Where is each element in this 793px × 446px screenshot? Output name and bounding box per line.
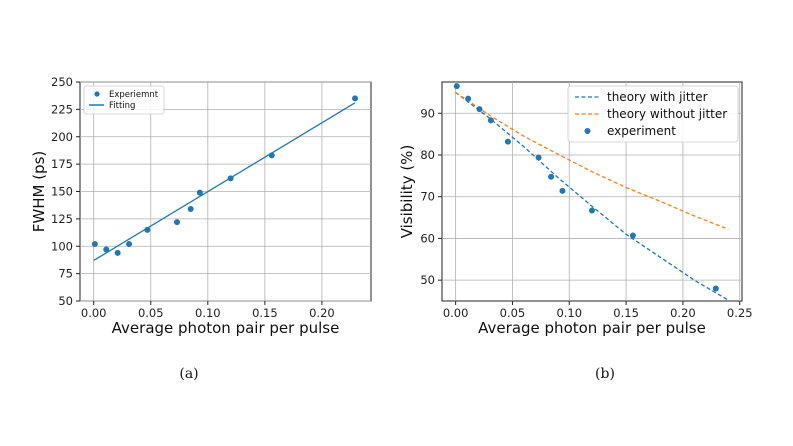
panel-a-x-tick-label: 0.10	[195, 306, 221, 320]
panel-b-visibility-chart: 0.00 0.05 0.10 0.15 0.20 0.25 50 60 70 80 90 theor…	[398, 81, 753, 382]
panel-a-x-tick-label: 0.05	[138, 306, 164, 320]
panel-a-x-tick-label: 0.00	[81, 306, 107, 320]
panel-a-point-experiemnt	[174, 219, 180, 226]
panel-b-y-tick-label: 90	[420, 106, 435, 120]
panel-b-caption: (b)	[595, 366, 615, 382]
panel-a-y-tick-label: 50	[58, 294, 73, 308]
panel-b-legend: theory with jitter theory without jitter…	[567, 85, 739, 143]
panel-a-y-tick-label: 200	[51, 130, 73, 144]
panel-a-y-tick-label: 75	[58, 267, 73, 281]
panel-a-legend-label-fitting: Fitting	[109, 101, 135, 111]
panel-a-y-tick-label: 225	[51, 102, 73, 116]
panel-b-y-axis-label: Visibility (%)	[398, 145, 416, 239]
panel-a-caption: (a)	[179, 366, 198, 382]
panel-b-legend-box	[567, 85, 739, 143]
panel-a-ticks: 0.00 0.05 0.10 0.15 0.20 50 75 100 125 150 175 200 2…	[51, 75, 335, 320]
panel-b-x-tick-label: 0.10	[556, 306, 582, 320]
panel-b-point-experiment	[589, 207, 595, 214]
panel-a-legend-marker-experiment	[94, 91, 100, 97]
panel-a-y-tick-label: 175	[51, 157, 73, 171]
panel-b-point-experiment	[559, 187, 566, 194]
panel-b-x-tick-label: 0.25	[727, 306, 753, 320]
panel-a-point-experiemnt	[91, 241, 98, 248]
panel-a-y-axis-label: FWHM (ps)	[30, 151, 48, 233]
panel-a-legend-box	[83, 85, 165, 115]
panel-b-point-experiment	[476, 106, 483, 113]
panel-b-legend-marker-experiment	[584, 128, 591, 134]
panel-b-legend-label-experiment: experiment	[607, 124, 676, 138]
panel-b-point-experiment	[535, 154, 542, 161]
panel-b-point-experiment	[465, 95, 472, 102]
panel-a-point-experiemnt	[187, 206, 194, 213]
panel-a-point-experiemnt	[196, 189, 203, 196]
panel-b-point-experiment	[548, 173, 555, 180]
panel-b-x-axis-label: Average photon pair per pulse	[478, 319, 706, 337]
panel-a-grid	[80, 81, 371, 302]
panel-a-legend: Experiemnt Fitting	[83, 85, 165, 115]
panel-a-fwhm-chart: 0.00 0.05 0.10 0.15 0.20 50 75 100 125 150 175 200 2…	[30, 75, 372, 382]
panel-b-point-experiment	[504, 138, 511, 145]
panel-b-x-tick-label: 0.20	[670, 306, 696, 320]
panel-a-y-tick-label: 125	[51, 212, 73, 226]
panel-b-point-experiment	[487, 117, 494, 124]
panel-a-data-marks	[91, 95, 359, 262]
panel-b-legend-label-theory-without-jitter: theory without jitter	[607, 107, 727, 121]
panel-b-line-theory-with-jitter	[455, 91, 729, 301]
panel-b-y-tick-label: 60	[420, 231, 435, 245]
panel-a-point-experiemnt	[114, 249, 121, 256]
panel-b-y-tick-label: 70	[420, 190, 435, 204]
panel-b-point-experiment	[712, 285, 719, 292]
panel-a-legend-label-experiment: Experiemnt	[109, 90, 159, 100]
panel-a-y-tick-label: 100	[51, 239, 73, 253]
panel-b-legend-label-theory-with-jitter: theory with jitter	[607, 90, 708, 104]
panel-a-point-experiemnt	[103, 246, 110, 253]
panel-b-x-tick-label: 0.15	[613, 306, 639, 320]
panel-b-point-experiment	[453, 83, 460, 90]
panel-a-point-experiemnt	[352, 95, 359, 102]
panel-a-x-tick-label: 0.15	[252, 306, 278, 320]
panel-b-x-tick-label: 0.05	[500, 306, 526, 320]
panel-b-point-experiment	[629, 232, 636, 239]
panel-a-point-experiemnt	[126, 241, 133, 248]
panel-b-plot-frame	[441, 81, 743, 302]
panel-b-y-tick-label: 50	[420, 273, 435, 287]
panel-b-x-tick-label: 0.00	[443, 306, 469, 320]
panel-b-ticks: 0.00 0.05 0.10 0.15 0.20 0.25 50 60 70 80 90	[420, 106, 752, 320]
panel-a-y-tick-label: 150	[51, 185, 73, 199]
panel-a-x-tick-label: 0.20	[309, 306, 335, 320]
panel-a-y-tick-label: 250	[51, 75, 73, 89]
panel-a-line-fitting	[93, 102, 356, 262]
panel-b-data-marks	[453, 83, 729, 301]
panel-b-line-theory-without-jitter	[455, 91, 729, 230]
panel-a-x-axis-label: Average photon pair per pulse	[112, 319, 340, 337]
panel-b-y-tick-label: 80	[420, 148, 435, 162]
